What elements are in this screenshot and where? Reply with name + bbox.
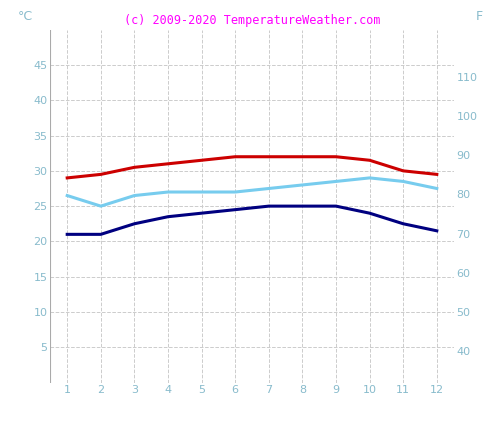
Text: °C: °C (18, 10, 33, 23)
Text: F: F (476, 10, 483, 23)
Title: (c) 2009-2020 TemperatureWeather.com: (c) 2009-2020 TemperatureWeather.com (124, 14, 380, 27)
